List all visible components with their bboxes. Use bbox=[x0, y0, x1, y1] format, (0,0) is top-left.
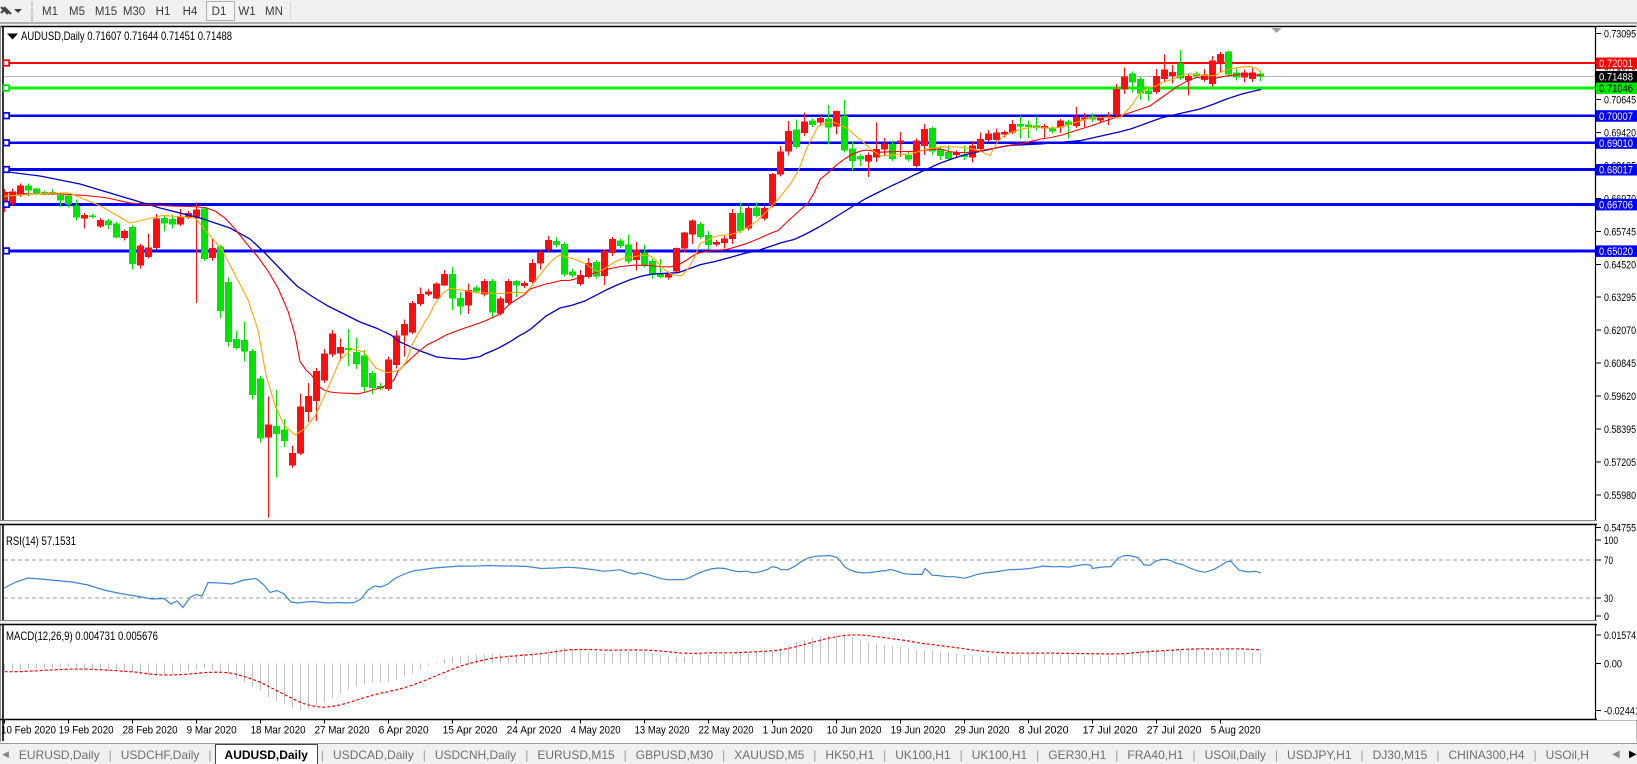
svg-text:27 Jul 2020: 27 Jul 2020 bbox=[1147, 725, 1202, 737]
svg-text:10 Jun 2020: 10 Jun 2020 bbox=[827, 725, 882, 737]
svg-text:0.71046: 0.71046 bbox=[1599, 83, 1633, 95]
svg-text:0.70007: 0.70007 bbox=[1599, 111, 1633, 123]
svg-text:24 Apr 2020: 24 Apr 2020 bbox=[507, 725, 562, 737]
svg-text:M1: M1 bbox=[42, 6, 58, 18]
svg-text:MACD(12,26,9) 0.004731 0.00567: MACD(12,26,9) 0.004731 0.005676 bbox=[6, 629, 158, 643]
svg-text:18 Mar 2020: 18 Mar 2020 bbox=[251, 725, 306, 737]
svg-text:AUDUSD,Daily 0.71607 0.71644: AUDUSD,Daily 0.71607 0.71644 0.71451 0.7… bbox=[21, 29, 232, 43]
svg-text:0.73095: 0.73095 bbox=[1604, 29, 1636, 41]
svg-text:0.69420: 0.69420 bbox=[1604, 128, 1636, 140]
svg-text:D1: D1 bbox=[212, 6, 227, 18]
svg-text:22 May 2020: 22 May 2020 bbox=[699, 725, 754, 737]
svg-text:13 May 2020: 13 May 2020 bbox=[635, 725, 690, 737]
svg-text:0.71488: 0.71488 bbox=[1599, 72, 1633, 84]
svg-text:19 Feb 2020: 19 Feb 2020 bbox=[59, 725, 114, 737]
svg-text:M15: M15 bbox=[95, 6, 117, 18]
svg-text:0.62070: 0.62070 bbox=[1604, 325, 1636, 337]
svg-text:0.59620: 0.59620 bbox=[1604, 391, 1636, 403]
svg-text:0.60845: 0.60845 bbox=[1604, 358, 1636, 370]
svg-text:0.55980: 0.55980 bbox=[1604, 490, 1636, 502]
svg-text:M30: M30 bbox=[123, 6, 145, 18]
svg-text:0.00: 0.00 bbox=[1604, 659, 1622, 671]
svg-text:0.72001: 0.72001 bbox=[1599, 58, 1633, 70]
svg-text:0.64520: 0.64520 bbox=[1604, 259, 1636, 271]
svg-text:70: 70 bbox=[1604, 555, 1613, 567]
svg-text:27 Mar 2020: 27 Mar 2020 bbox=[315, 725, 370, 737]
svg-text:6 Apr 2020: 6 Apr 2020 bbox=[379, 725, 429, 737]
svg-text:0.65020: 0.65020 bbox=[1599, 246, 1633, 258]
svg-text:10 Feb 2020: 10 Feb 2020 bbox=[1, 725, 56, 737]
svg-text:0.58395: 0.58395 bbox=[1604, 424, 1636, 436]
svg-text:0.65745: 0.65745 bbox=[1604, 226, 1636, 238]
svg-text:28 Feb 2020: 28 Feb 2020 bbox=[123, 725, 178, 737]
svg-text:17 Jul 2020: 17 Jul 2020 bbox=[1083, 725, 1138, 737]
svg-text:-0.024412: -0.024412 bbox=[1604, 706, 1637, 718]
svg-text:0.57205: 0.57205 bbox=[1604, 457, 1636, 469]
svg-text:0.63295: 0.63295 bbox=[1604, 292, 1636, 304]
svg-text:1 Jun 2020: 1 Jun 2020 bbox=[763, 725, 813, 737]
svg-text:0: 0 bbox=[1604, 611, 1609, 623]
svg-text:15 Apr 2020: 15 Apr 2020 bbox=[443, 725, 498, 737]
svg-text:0.68017: 0.68017 bbox=[1599, 165, 1633, 177]
svg-text:0.70645: 0.70645 bbox=[1604, 95, 1636, 107]
svg-text:30: 30 bbox=[1604, 593, 1613, 605]
svg-text:H4: H4 bbox=[183, 6, 198, 18]
svg-text:0.66706: 0.66706 bbox=[1599, 200, 1633, 212]
svg-text:5 Aug 2020: 5 Aug 2020 bbox=[1211, 725, 1261, 737]
svg-text:8 Jul 2020: 8 Jul 2020 bbox=[1019, 725, 1069, 737]
svg-text:H1: H1 bbox=[156, 6, 171, 18]
svg-text:RSI(14) 57.1531: RSI(14) 57.1531 bbox=[6, 534, 76, 548]
svg-text:100: 100 bbox=[1604, 535, 1618, 547]
svg-text:W1: W1 bbox=[238, 6, 255, 18]
svg-text:0.69010: 0.69010 bbox=[1599, 138, 1633, 150]
svg-text:9 Mar 2020: 9 Mar 2020 bbox=[187, 725, 237, 737]
svg-text:29 Jun 2020: 29 Jun 2020 bbox=[955, 725, 1010, 737]
svg-text:M5: M5 bbox=[69, 6, 85, 18]
svg-text:MN: MN bbox=[265, 6, 283, 18]
svg-text:0.015741: 0.015741 bbox=[1604, 630, 1637, 642]
svg-text:4 May 2020: 4 May 2020 bbox=[571, 725, 621, 737]
svg-text:0.54755: 0.54755 bbox=[1604, 523, 1636, 535]
svg-text:19 Jun 2020: 19 Jun 2020 bbox=[891, 725, 946, 737]
